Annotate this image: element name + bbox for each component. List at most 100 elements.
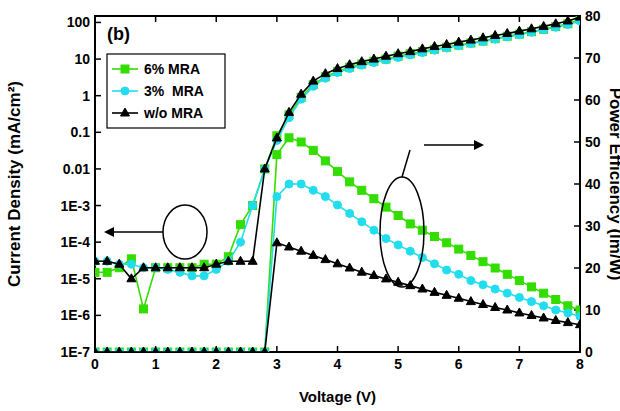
legend: 6% MRA3% MRAw/o MRA [107, 54, 225, 128]
y-tick-label: 1E-4 [60, 234, 90, 250]
y2-tick-label: 50 [585, 134, 601, 150]
marker [152, 348, 160, 352]
marker [260, 164, 269, 172]
marker [454, 37, 463, 45]
marker [503, 28, 512, 36]
marker [224, 348, 232, 352]
marker [551, 19, 560, 27]
arrow-line [424, 144, 476, 146]
marker [540, 289, 548, 297]
marker [249, 348, 257, 352]
marker [188, 263, 197, 271]
marker [95, 347, 100, 352]
marker [127, 347, 136, 352]
marker [236, 256, 245, 264]
x-axis-title: Voltage (V) [299, 388, 376, 405]
marker [139, 263, 148, 271]
marker [443, 239, 451, 247]
marker [285, 134, 293, 142]
chart: 0123456781E-71E-61E-51E-41E-30.010.11101… [0, 0, 620, 411]
y-tick-label: 10 [74, 51, 90, 67]
marker [151, 347, 160, 352]
marker [466, 35, 475, 43]
series-line [95, 243, 580, 352]
marker [127, 348, 135, 352]
marker [249, 202, 257, 210]
marker [151, 263, 160, 271]
marker [334, 201, 342, 209]
marker [418, 226, 426, 234]
marker [127, 260, 135, 268]
marker [249, 348, 257, 352]
marker [528, 298, 536, 306]
marker [272, 238, 281, 246]
marker [224, 348, 232, 352]
marker [466, 297, 475, 305]
marker [261, 348, 269, 352]
y2-tick-label: 30 [585, 218, 601, 234]
x-tick-label: 7 [515, 356, 523, 372]
marker [140, 305, 148, 313]
marker [576, 312, 580, 320]
y-axis-title: Current Density (mA/cm²) [5, 81, 24, 287]
marker [261, 165, 269, 173]
marker [224, 256, 233, 264]
y2-tick-label: 40 [585, 176, 601, 192]
marker [576, 320, 581, 328]
marker [406, 281, 415, 289]
marker [200, 347, 209, 352]
marker [321, 193, 329, 201]
marker [406, 247, 414, 255]
y-tick-label: 1E-5 [60, 271, 90, 287]
y2-tick-label: 10 [585, 302, 601, 318]
x-tick-label: 5 [394, 356, 402, 372]
marker [152, 264, 160, 272]
marker [455, 245, 463, 253]
marker [357, 267, 366, 275]
marker [176, 264, 184, 272]
marker [212, 348, 220, 352]
marker [321, 69, 330, 77]
marker [309, 186, 317, 194]
marker [527, 310, 536, 318]
marker [455, 270, 463, 278]
marker [442, 39, 451, 47]
marker [248, 347, 257, 352]
marker [369, 271, 378, 279]
marker [479, 300, 488, 308]
marker [176, 348, 184, 352]
marker [237, 238, 245, 246]
marker [443, 266, 451, 274]
marker [224, 347, 233, 352]
marker [163, 263, 172, 271]
marker [309, 76, 318, 84]
marker [418, 44, 427, 52]
arrow-head [474, 140, 484, 150]
series-line [95, 20, 580, 309]
marker [285, 180, 293, 188]
marker [188, 272, 196, 280]
marker [212, 259, 221, 267]
marker [563, 318, 572, 326]
marker [236, 347, 245, 352]
marker [552, 296, 560, 304]
plot-area [95, 16, 580, 352]
marker [261, 165, 269, 173]
marker [479, 258, 487, 266]
y-tick-label: 1E-6 [60, 307, 90, 323]
marker [552, 306, 560, 314]
marker [370, 195, 378, 203]
marker [515, 26, 524, 34]
marker [345, 263, 354, 271]
marker [224, 257, 232, 265]
marker [103, 347, 112, 352]
marker [152, 348, 160, 352]
marker [115, 259, 124, 267]
marker [200, 348, 208, 352]
marker [576, 16, 581, 20]
marker [188, 348, 196, 352]
y-tick-label: 100 [67, 14, 91, 30]
marker [564, 309, 572, 317]
arrow-head [104, 227, 114, 237]
marker [309, 250, 318, 258]
